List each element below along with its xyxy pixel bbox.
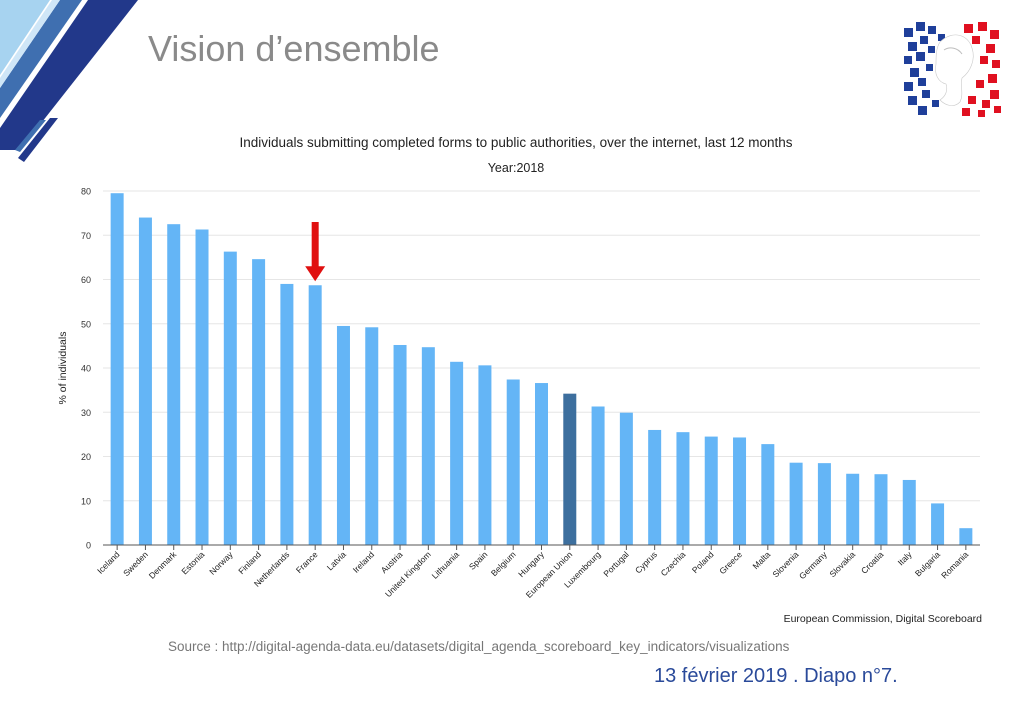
x-tick-label: Portugal: [601, 549, 631, 579]
x-tick-label: Iceland: [95, 549, 122, 576]
bar-germany: [817, 463, 831, 545]
y-tick-label: 40: [81, 364, 91, 374]
x-tick-label: Denmark: [147, 549, 179, 581]
bar-malta: [761, 444, 775, 545]
bar-norway: [223, 251, 237, 545]
government-logo: [904, 22, 1001, 117]
x-tick-label: Czechia: [659, 549, 688, 578]
x-tick-label: Italy: [896, 549, 915, 568]
bar-romania: [959, 528, 973, 545]
bar-united-kingdom: [421, 347, 435, 545]
bar-hungary: [535, 383, 548, 545]
x-tick-label: Greece: [717, 549, 744, 576]
x-tick-label: Malta: [750, 549, 772, 571]
bar-cyprus: [648, 429, 662, 545]
x-tick-label: Belgium: [489, 549, 518, 578]
x-tick-label: Ireland: [351, 549, 377, 575]
x-tick-label: Austria: [379, 549, 405, 575]
x-tick-label: Norway: [207, 549, 235, 577]
y-tick-label: 30: [81, 408, 91, 418]
bar-france: [308, 285, 322, 545]
bar-spain: [478, 365, 492, 545]
annotation-arrow-shaft: [311, 222, 319, 268]
bar-slovenia: [789, 462, 803, 545]
x-tick-label: Romania: [939, 549, 970, 580]
annotation-arrow-head: [305, 266, 326, 282]
bar-austria: [393, 344, 407, 545]
bar-belgium: [506, 379, 520, 545]
bar-czechia: [676, 432, 690, 545]
bar-latvia: [336, 325, 350, 545]
bar-bulgaria: [931, 503, 945, 545]
slide-title: Vision d’ensemble: [148, 28, 440, 69]
x-tick-label: Finland: [236, 549, 263, 576]
x-tick-label: Germany: [797, 549, 829, 581]
chart-subtitle: Year:2018: [488, 161, 545, 175]
corner-stripes-decoration: [0, 0, 138, 162]
x-tick-label: Lithuania: [430, 549, 462, 581]
x-tick-label: Bulgaria: [913, 549, 942, 578]
x-tick-label: Latvia: [325, 549, 348, 572]
bar-italy: [902, 479, 916, 545]
source-citation: Source : http://digital-agenda-data.eu/d…: [168, 639, 790, 654]
x-tick-label: Croatia: [859, 549, 886, 576]
y-axis-label: % of individuals: [57, 332, 69, 405]
x-tick-label: Cyprus: [633, 549, 659, 575]
bar-netherlands: [280, 283, 294, 545]
y-tick-label: 70: [81, 231, 91, 241]
bar-greece: [733, 437, 747, 545]
chart-credit: European Commission, Digital Scoreboard: [784, 613, 983, 625]
bar-slovakia: [846, 473, 860, 545]
y-tick-label: 0: [86, 541, 91, 551]
bar-poland: [704, 436, 718, 545]
bar-iceland: [110, 193, 124, 545]
y-tick-label: 80: [81, 187, 91, 197]
bar-croatia: [874, 474, 888, 545]
bar-european-union: [563, 393, 577, 545]
x-tick-label: Estonia: [179, 549, 206, 576]
x-tick-label: Spain: [467, 549, 490, 572]
bar-estonia: [195, 229, 209, 545]
y-tick-label: 60: [81, 275, 91, 285]
bar-finland: [252, 259, 266, 545]
x-tick-label: Slovenia: [770, 549, 800, 579]
slide-date-and-number: 13 février 2019 . Diapo n°7.: [654, 665, 898, 687]
chart-title: Individuals submitting completed forms t…: [239, 135, 792, 150]
bar-luxembourg: [591, 406, 605, 545]
bar-ireland: [365, 327, 379, 545]
bar-portugal: [619, 412, 633, 545]
y-tick-label: 20: [81, 452, 91, 462]
bar-denmark: [167, 224, 181, 545]
y-tick-label: 10: [81, 496, 91, 506]
bar-sweden: [138, 217, 152, 546]
x-tick-label: Slovakia: [827, 549, 857, 579]
y-tick-label: 50: [81, 319, 91, 329]
bar-lithuania: [450, 361, 464, 545]
x-tick-label: France: [294, 549, 320, 575]
x-tick-label: Poland: [690, 549, 716, 575]
